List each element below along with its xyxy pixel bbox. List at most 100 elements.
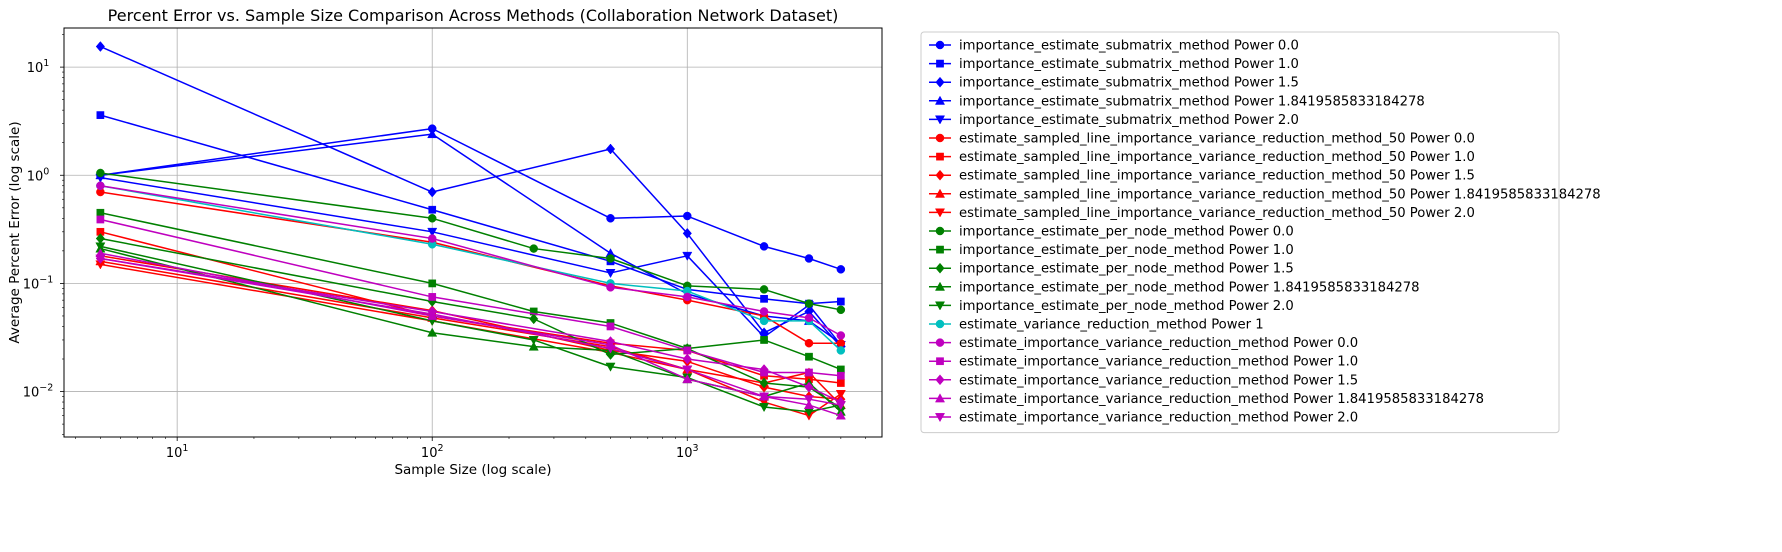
data-point bbox=[605, 268, 616, 279]
data-point bbox=[803, 399, 815, 409]
x-axis-label: Sample Size (log scale) bbox=[394, 462, 551, 478]
legend-label: importance_estimate_submatrix_method Pow… bbox=[959, 76, 1299, 91]
data-point bbox=[804, 313, 814, 323]
data-point bbox=[605, 143, 616, 155]
x-tick-label: 103 bbox=[676, 443, 699, 461]
legend-marker bbox=[934, 115, 946, 125]
legend-marker bbox=[936, 152, 944, 161]
legend-label: estimate_sampled_line_importance_varianc… bbox=[959, 187, 1601, 202]
data-point bbox=[836, 379, 845, 387]
series-line bbox=[100, 185, 842, 351]
data-point bbox=[759, 377, 769, 389]
legend-label: estimate_sampled_line_importance_varianc… bbox=[959, 150, 1475, 165]
legend-marker bbox=[935, 338, 945, 347]
series-19 bbox=[95, 248, 846, 420]
data-point bbox=[836, 346, 846, 355]
series-0 bbox=[96, 124, 846, 274]
data-point bbox=[606, 322, 615, 331]
legend-label: estimate_sampled_line_importance_varianc… bbox=[959, 169, 1475, 184]
data-point bbox=[427, 310, 438, 320]
series-3 bbox=[95, 129, 846, 348]
legend-item: estimate_importance_variance_reduction_m… bbox=[929, 411, 1358, 426]
data-point bbox=[835, 390, 846, 400]
legend-marker bbox=[934, 95, 946, 105]
data-point bbox=[804, 299, 814, 308]
legend-item: importance_estimate_submatrix_method Pow… bbox=[929, 94, 1425, 109]
data-point bbox=[428, 293, 437, 301]
data-point bbox=[605, 344, 616, 354]
legend-marker bbox=[935, 133, 945, 143]
data-point bbox=[427, 129, 438, 139]
data-point bbox=[804, 338, 814, 348]
data-point bbox=[682, 365, 693, 375]
legend-marker bbox=[935, 319, 945, 329]
series-20 bbox=[95, 254, 846, 411]
data-point bbox=[836, 331, 846, 340]
legend-label: importance_estimate_submatrix_method Pow… bbox=[959, 57, 1299, 72]
y-axis-label: Average Percent Error (log scale) bbox=[7, 121, 23, 343]
data-point bbox=[682, 251, 693, 261]
data-point bbox=[427, 214, 437, 223]
y-tick-label: 10−2 bbox=[23, 383, 54, 401]
legend-marker bbox=[936, 59, 944, 68]
legend-label: estimate_importance_variance_reduction_m… bbox=[959, 355, 1358, 370]
data-point bbox=[96, 111, 105, 119]
data-point bbox=[683, 211, 692, 221]
legend-label: importance_estimate_per_node_method Powe… bbox=[959, 280, 1420, 295]
legend-label: importance_estimate_per_node_method Powe… bbox=[959, 299, 1294, 314]
data-point bbox=[759, 285, 769, 294]
legend-marker bbox=[935, 169, 945, 181]
legend: importance_estimate_submatrix_method Pow… bbox=[920, 31, 1601, 434]
series-line bbox=[100, 212, 842, 371]
legend-item: estimate_sampled_line_importance_varianc… bbox=[929, 169, 1475, 184]
data-point bbox=[427, 327, 438, 337]
data-point bbox=[606, 214, 615, 223]
legend-marker bbox=[934, 393, 946, 403]
series-line bbox=[100, 237, 842, 409]
legend-marker bbox=[934, 188, 946, 198]
data-point bbox=[759, 364, 769, 375]
data-point bbox=[96, 168, 105, 178]
legend-label: estimate_importance_variance_reduction_m… bbox=[959, 336, 1358, 351]
legend-item: importance_estimate_per_node_method Powe… bbox=[929, 243, 1294, 258]
data-point bbox=[759, 403, 770, 413]
series-10 bbox=[96, 168, 846, 315]
data-point bbox=[759, 392, 770, 402]
data-point bbox=[836, 338, 846, 348]
data-point bbox=[605, 362, 616, 372]
x-tick-label: 102 bbox=[421, 443, 444, 461]
data-point bbox=[528, 341, 539, 351]
data-point bbox=[835, 401, 846, 411]
legend-label: importance_estimate_per_node_method Powe… bbox=[959, 262, 1294, 277]
legend-marker bbox=[934, 281, 946, 291]
legend-label: importance_estimate_submatrix_method Pow… bbox=[959, 113, 1299, 128]
series-line bbox=[100, 191, 841, 344]
series-line bbox=[100, 263, 842, 417]
legend-label: estimate_sampled_line_importance_varianc… bbox=[959, 132, 1475, 147]
data-point bbox=[428, 279, 437, 288]
series-16 bbox=[96, 181, 846, 340]
data-point bbox=[682, 228, 692, 239]
data-point bbox=[760, 294, 768, 303]
data-point bbox=[95, 242, 106, 252]
series-4 bbox=[95, 173, 846, 351]
data-point bbox=[805, 352, 813, 361]
data-point bbox=[95, 41, 105, 52]
legend-marker bbox=[935, 76, 945, 88]
data-point bbox=[759, 316, 769, 326]
legend-label: estimate_variance_reduction_method Power… bbox=[959, 318, 1264, 333]
chart-title: Percent Error vs. Sample Size Comparison… bbox=[108, 6, 839, 25]
data-point bbox=[682, 353, 692, 365]
legend-item: estimate_sampled_line_importance_varianc… bbox=[929, 150, 1475, 165]
legend-item: estimate_variance_reduction_method Power… bbox=[929, 318, 1264, 333]
legend-item: importance_estimate_submatrix_method Pow… bbox=[929, 39, 1299, 54]
legend-marker bbox=[935, 374, 945, 386]
legend-label: estimate_importance_variance_reduction_m… bbox=[959, 411, 1358, 426]
y-tick-label: 100 bbox=[27, 166, 50, 184]
data-point bbox=[96, 215, 105, 224]
data-point bbox=[528, 336, 539, 346]
legend-marker bbox=[934, 301, 946, 311]
data-point bbox=[683, 292, 692, 302]
data-point bbox=[759, 242, 769, 251]
